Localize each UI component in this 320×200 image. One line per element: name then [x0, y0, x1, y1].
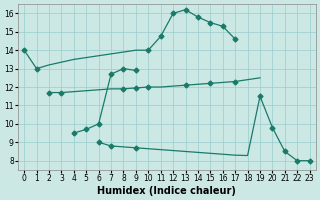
X-axis label: Humidex (Indice chaleur): Humidex (Indice chaleur) [98, 186, 236, 196]
